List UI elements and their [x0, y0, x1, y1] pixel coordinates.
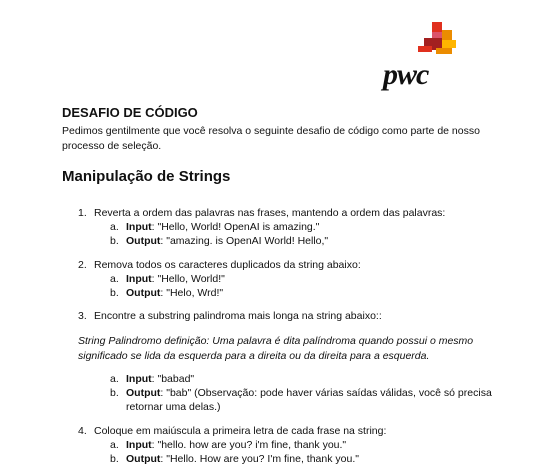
sub-item: b. Output: "Hello. How are you? I'm fine,… [110, 453, 359, 465]
pwc-logo-blocks-icon [418, 22, 456, 54]
list-item: 3. Encontre a substring palindroma mais l… [78, 310, 382, 322]
intro-text: Pedimos gentilmente que você resolva o s… [62, 125, 480, 152]
section-title: Manipulação de Strings [62, 168, 231, 185]
sub-item: a. Input: "hello. how are you? i'm fine, … [110, 439, 347, 451]
list-item: 4. Coloque em maiúscula a primeira letra … [78, 425, 387, 437]
sub-item: a. Input: "babad" [110, 373, 195, 385]
list-item: 1. Reverta a ordem das palavras nas frase… [78, 207, 446, 219]
palindrome-definition: String Palindromo definição: Uma palavra… [78, 335, 474, 362]
sub-item: b. Output: "amazing. is OpenAI World! Hel… [110, 235, 329, 247]
page-title: DESAFIO DE CÓDIGO [62, 105, 198, 120]
sub-item-continuation: retornar uma delas.) [126, 401, 221, 413]
sub-item: a. Input: "Hello, World! OpenAI is amazin… [110, 221, 320, 233]
sub-item: b. Output: "bab" (Observação: pode haver … [110, 387, 492, 399]
sub-item: b. Output: "Helo, Wrd!" [110, 287, 224, 299]
pwc-logo-wordmark: pwc [383, 58, 429, 91]
sub-item: a. Input: "Hello, World!" [110, 273, 225, 285]
pwc-logo: pwc [380, 20, 460, 90]
list-item: 2. Remova todos os caracteres duplicados … [78, 259, 361, 271]
